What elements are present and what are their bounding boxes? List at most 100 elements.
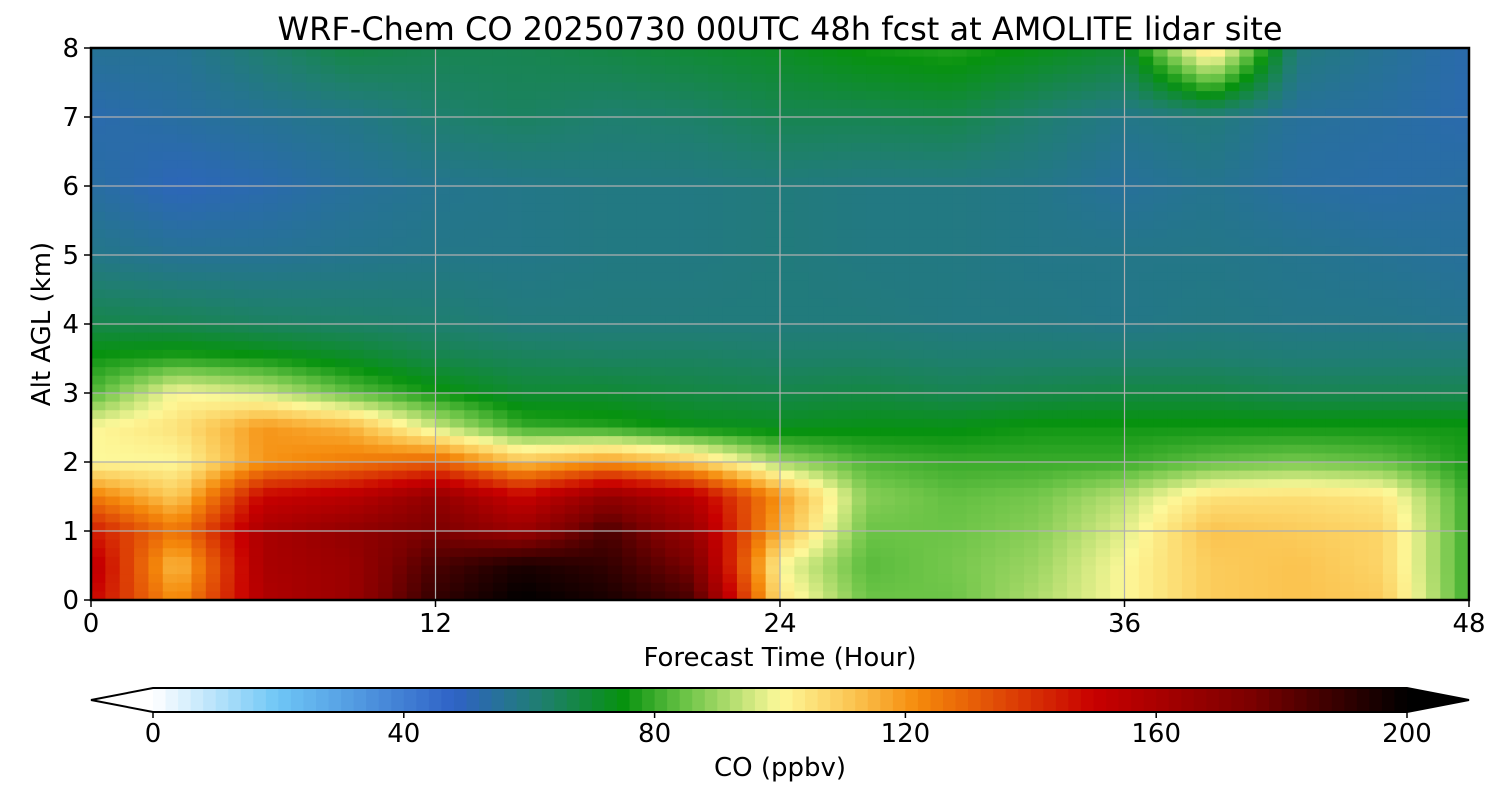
heatmap-cell <box>1095 134 1111 144</box>
heatmap-cell <box>1296 367 1312 377</box>
heatmap-cell <box>248 298 264 308</box>
heatmap-cell <box>1239 151 1255 161</box>
heatmap-cell <box>980 177 996 187</box>
heatmap-cell <box>1368 125 1384 135</box>
heatmap-cell <box>937 263 953 273</box>
heatmap-cell <box>1268 82 1283 92</box>
heatmap-cell <box>1425 306 1441 316</box>
heatmap-cell <box>966 263 982 273</box>
heatmap-cell <box>162 384 178 394</box>
heatmap-cell <box>205 453 221 463</box>
heatmap-cell <box>1411 142 1427 153</box>
heatmap-cell <box>220 82 236 92</box>
heatmap-cell <box>880 108 896 118</box>
heatmap-cell <box>406 453 422 463</box>
heatmap-cell <box>1268 177 1283 187</box>
heatmap-cell <box>134 237 150 247</box>
heatmap-cell <box>521 298 537 308</box>
heatmap-cell <box>1009 487 1025 498</box>
heatmap-cell <box>622 117 638 127</box>
heatmap-cell <box>220 341 236 351</box>
heatmap-cell <box>277 332 293 342</box>
heatmap-cell <box>952 48 968 58</box>
heatmap-cell <box>579 384 594 394</box>
heatmap-cell <box>1311 444 1327 454</box>
heatmap-cell <box>550 255 566 265</box>
heatmap-cell <box>464 142 480 153</box>
heatmap-cell <box>1167 255 1183 265</box>
heatmap-cell <box>1167 160 1183 170</box>
heatmap-cell <box>349 220 365 230</box>
heatmap-cell <box>435 142 451 153</box>
heatmap-cell <box>1138 341 1154 351</box>
heatmap-cell <box>277 177 293 187</box>
heatmap-cell <box>1382 272 1398 282</box>
heatmap-cell <box>1067 393 1083 403</box>
heatmap-cell <box>1382 418 1398 429</box>
heatmap-cell <box>1196 358 1212 368</box>
heatmap-cell <box>492 393 508 403</box>
heatmap-cell <box>421 427 437 437</box>
heatmap-cell <box>1210 186 1226 196</box>
heatmap-cell <box>291 453 307 463</box>
heatmap-cell <box>823 410 839 420</box>
heatmap-cell <box>1397 91 1413 101</box>
heatmap-cell <box>521 272 537 282</box>
heatmap-cell <box>349 393 365 403</box>
heatmap-cell <box>1368 220 1384 230</box>
heatmap-cell <box>1153 272 1169 282</box>
heatmap-cell <box>349 99 365 109</box>
heatmap-cell <box>263 427 279 437</box>
heatmap-cell <box>177 332 193 342</box>
heatmap-cell <box>320 462 336 472</box>
heatmap-cell <box>535 56 551 66</box>
heatmap-cell <box>248 315 264 325</box>
heatmap-cell <box>966 246 982 256</box>
heatmap-cell <box>263 229 279 239</box>
heatmap-cell <box>1067 418 1083 429</box>
heatmap-cell <box>1196 436 1212 446</box>
heatmap-cell <box>335 142 350 153</box>
heatmap-cell <box>91 56 106 66</box>
heatmap-cell <box>937 272 953 282</box>
heatmap-cell <box>1296 393 1312 403</box>
heatmap-cell <box>693 289 709 299</box>
heatmap-cell <box>937 375 953 385</box>
heatmap-cell <box>1454 263 1470 273</box>
heatmap-cell <box>1425 436 1441 446</box>
heatmap-cell <box>1138 151 1154 161</box>
heatmap-cell <box>291 246 307 256</box>
heatmap-cell <box>306 125 322 135</box>
heatmap-cell <box>636 375 652 385</box>
heatmap-cell <box>1167 444 1183 454</box>
heatmap-cell <box>1268 384 1283 394</box>
heatmap-cell <box>693 73 709 84</box>
heatmap-cell <box>306 99 322 109</box>
heatmap-cell <box>335 48 350 58</box>
heatmap-cell <box>1024 99 1039 109</box>
heatmap-cell <box>1268 349 1283 360</box>
heatmap-cell <box>177 289 193 299</box>
heatmap-cell <box>966 306 982 316</box>
heatmap-cell <box>722 298 738 308</box>
heatmap-cell <box>191 315 207 325</box>
heatmap-cell <box>1224 487 1240 498</box>
heatmap-cell <box>980 108 996 118</box>
heatmap-cell <box>607 332 623 342</box>
heatmap-cell <box>1067 134 1083 144</box>
heatmap-cell <box>464 479 480 489</box>
heatmap-cell <box>708 444 724 454</box>
heatmap-cell <box>579 367 594 377</box>
heatmap-cell <box>349 487 365 498</box>
heatmap-cell <box>1382 280 1398 291</box>
heatmap-cell <box>966 272 982 282</box>
heatmap-cell <box>636 65 652 75</box>
heatmap-cell <box>205 384 221 394</box>
heatmap-cell <box>1167 142 1183 153</box>
heatmap-cell <box>1311 211 1327 222</box>
heatmap-cell <box>1253 82 1269 92</box>
heatmap-cell <box>708 418 724 429</box>
heatmap-cell <box>1009 384 1025 394</box>
heatmap-cell <box>909 142 925 153</box>
heatmap-cell <box>1397 324 1413 334</box>
